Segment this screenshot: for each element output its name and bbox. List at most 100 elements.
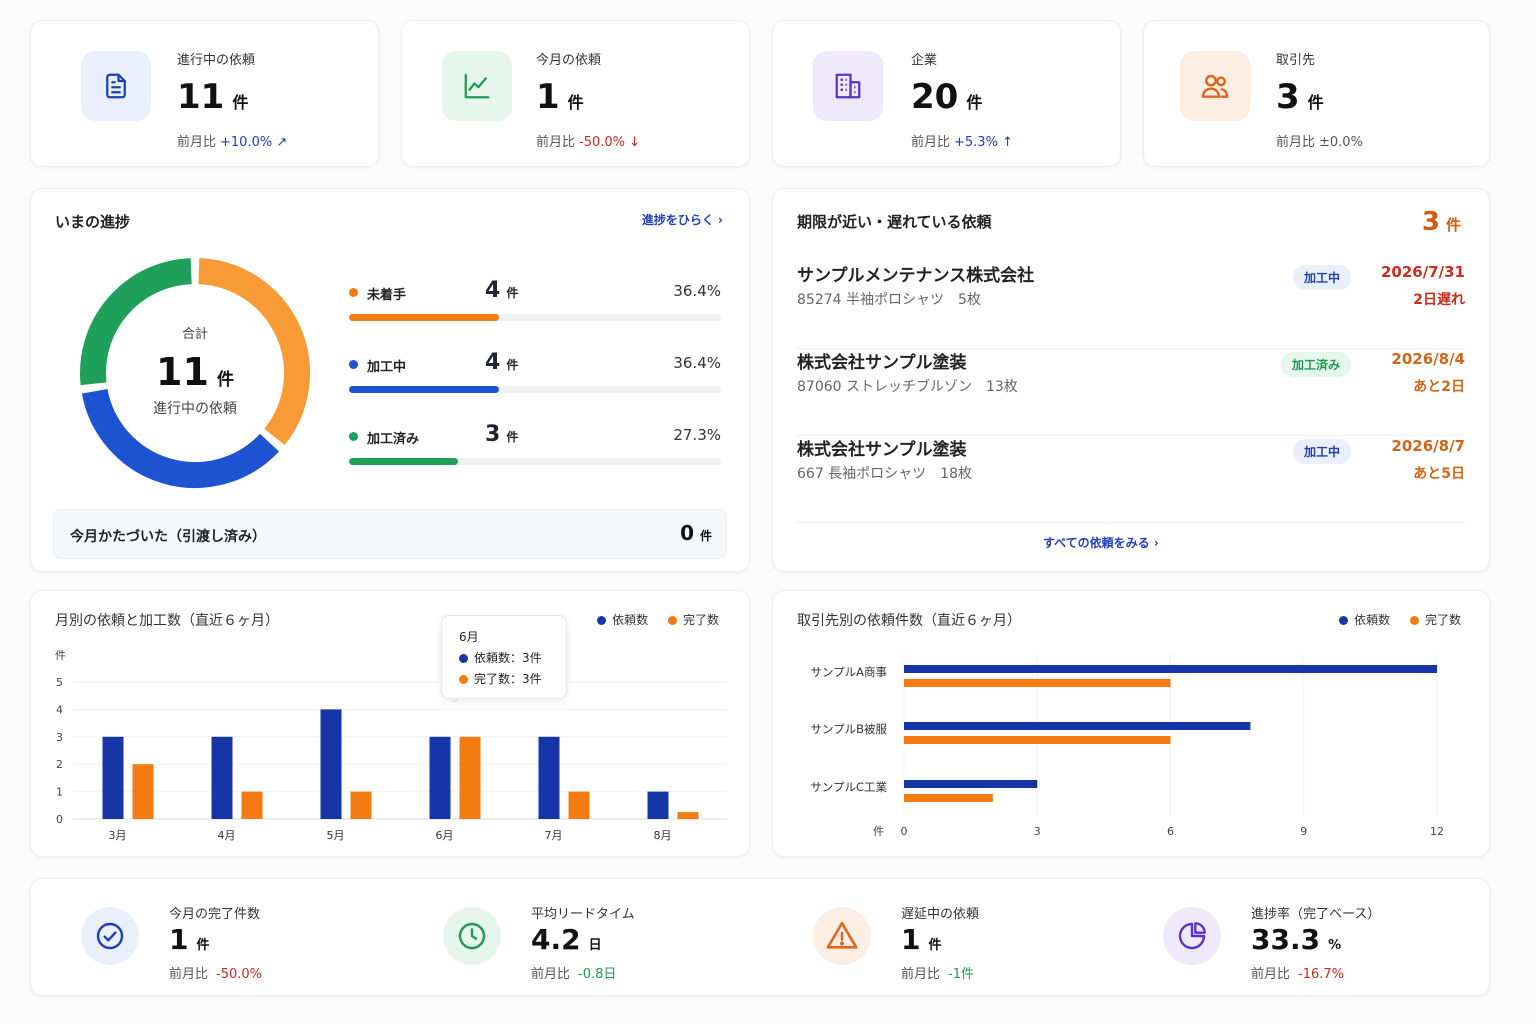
bar[interactable] <box>429 736 451 819</box>
progress-pct: 36.4% <box>673 354 721 372</box>
divider <box>797 435 1465 436</box>
y-tick-label: 2 <box>56 758 63 771</box>
warning-icon <box>813 907 871 965</box>
bar[interactable] <box>211 736 233 819</box>
status-badge: 加工中 <box>1292 439 1351 464</box>
stat-label: 進捗率（完了ベース） <box>1251 907 1381 922</box>
y-tick-label: 4 <box>56 703 63 716</box>
status-badge: 加工済み <box>1280 352 1351 377</box>
progress-pct: 27.3% <box>673 426 721 444</box>
bar[interactable] <box>904 665 1437 673</box>
progress-track <box>349 386 721 393</box>
x-tick-label: 3 <box>1034 825 1041 838</box>
bar[interactable] <box>132 764 154 819</box>
x-tick-label: 6 <box>1167 825 1174 838</box>
tooltip-line: 完了数：3件 <box>459 670 542 687</box>
chevron-right-icon: › <box>718 213 723 227</box>
legend-label: 依頼数 <box>1354 613 1391 627</box>
stat-value: 33.3% <box>1251 923 1342 956</box>
bar[interactable] <box>904 736 1171 744</box>
order-detail: 667 長袖ポロシャツ 18枚 <box>797 466 972 482</box>
chart-title: 取引先別の依頼件数（直近６ヶ月） <box>797 613 1021 629</box>
deadline-item[interactable]: 株式会社サンプル塗装 667 長袖ポロシャツ 18枚 加工中 2026/8/7 … <box>797 435 1465 523</box>
x-tick-label: 4月 <box>218 829 236 842</box>
view-all-orders-link[interactable]: すべての依頼をみる › <box>1043 536 1159 550</box>
legend-dot <box>349 288 358 297</box>
kpi-label: 企業 <box>911 53 938 68</box>
stat-label: 今月の完了件数 <box>169 907 261 922</box>
bar[interactable] <box>459 736 481 819</box>
bar[interactable] <box>677 812 699 819</box>
kpi-label: 進行中の依頼 <box>177 53 256 68</box>
y-tick-label: サンプルC工業 <box>810 780 887 794</box>
x-tick-label: 6月 <box>436 829 454 842</box>
chart-legend: 依頼数 完了数 <box>597 611 719 628</box>
order-detail: 85274 半袖ポロシャツ 5枚 <box>797 292 981 308</box>
bar[interactable] <box>904 780 1038 788</box>
kpi-value: 20 件 <box>911 77 983 117</box>
deadline-item[interactable]: サンプルメンテナンス株式会社 85274 半袖ポロシャツ 5枚 加工中 2026… <box>797 261 1465 349</box>
tooltip-line: 依頼数：3件 <box>459 649 542 666</box>
legend-dot <box>597 616 607 625</box>
bar[interactable] <box>568 791 590 819</box>
x-tick-label: 8月 <box>654 829 672 842</box>
progress-fill <box>349 386 500 393</box>
stat-value: 4.2 日 <box>531 923 602 956</box>
legend-dot <box>349 360 358 369</box>
stat-change: 前月比 -1件 <box>901 967 974 982</box>
progress-name: 未着手 <box>367 288 407 303</box>
bar[interactable] <box>904 794 993 802</box>
progress-donut: 合計 11 件 進行中の依頼 <box>80 258 310 488</box>
donut-total: 11 件 <box>156 350 234 394</box>
donut-caption-top: 合計 <box>182 326 208 342</box>
x-tick-label: 7月 <box>545 829 563 842</box>
bar[interactable] <box>904 679 1171 687</box>
open-progress-link[interactable]: 進捗をひらく › <box>641 213 723 227</box>
progress-name: 加工中 <box>367 360 407 375</box>
x-axis-unit: 件 <box>873 825 884 838</box>
bar[interactable] <box>904 722 1251 730</box>
stat-label: 平均リードタイム <box>531 907 635 922</box>
partner-chart-card: 取引先別の依頼件数（直近６ヶ月） 依頼数 完了数 件 0 3 6 9 12 サンプルA商事… <box>772 590 1490 857</box>
bar[interactable] <box>538 736 560 819</box>
y-tick-label: サンプルB被服 <box>810 722 887 736</box>
legend-dot <box>349 432 358 441</box>
arrow-up-icon: ↑ <box>1002 135 1013 150</box>
bar[interactable] <box>241 791 263 819</box>
legend-dot <box>1409 616 1419 625</box>
divider <box>797 348 1465 349</box>
x-tick-label: 9 <box>1300 825 1307 838</box>
x-tick-label: 12 <box>1430 825 1444 838</box>
divider <box>797 522 1465 523</box>
due-date: 2026/7/31 <box>1380 263 1465 281</box>
legend-dot <box>667 616 677 625</box>
x-tick-label: 3月 <box>109 829 127 842</box>
section-title: 期限が近い・遅れている依頼 <box>797 213 992 231</box>
y-tick-label: 0 <box>56 813 63 826</box>
progress-track <box>349 458 721 465</box>
progress-fill <box>349 458 458 465</box>
bar[interactable] <box>102 736 124 819</box>
stat-label: 遅延中の依頼 <box>901 907 980 922</box>
progress-name: 加工済み <box>367 432 420 447</box>
monthly-chart-card: 月別の依頼と加工数（直近６ヶ月） 依頼数 完了数 件 0 1 2 3 4 5 3月 4月 5月 6… <box>30 590 750 857</box>
deadline-item[interactable]: 株式会社サンプル塗装 87060 ストレッチブルゾン 13枚 加工済み 2026… <box>797 348 1465 436</box>
bar[interactable] <box>350 791 372 819</box>
status-badge: 加工中 <box>1292 265 1351 290</box>
x-tick-label: 0 <box>901 825 908 838</box>
bar[interactable] <box>320 709 342 819</box>
users-icon <box>1180 51 1250 121</box>
progress-track <box>349 314 721 321</box>
due-status: あと5日 <box>1413 466 1465 482</box>
legend-label: 完了数 <box>682 613 719 627</box>
bar[interactable] <box>647 791 669 819</box>
kpi-value: 11 件 <box>177 77 249 117</box>
arrow-down-icon: ↓ <box>629 135 641 150</box>
